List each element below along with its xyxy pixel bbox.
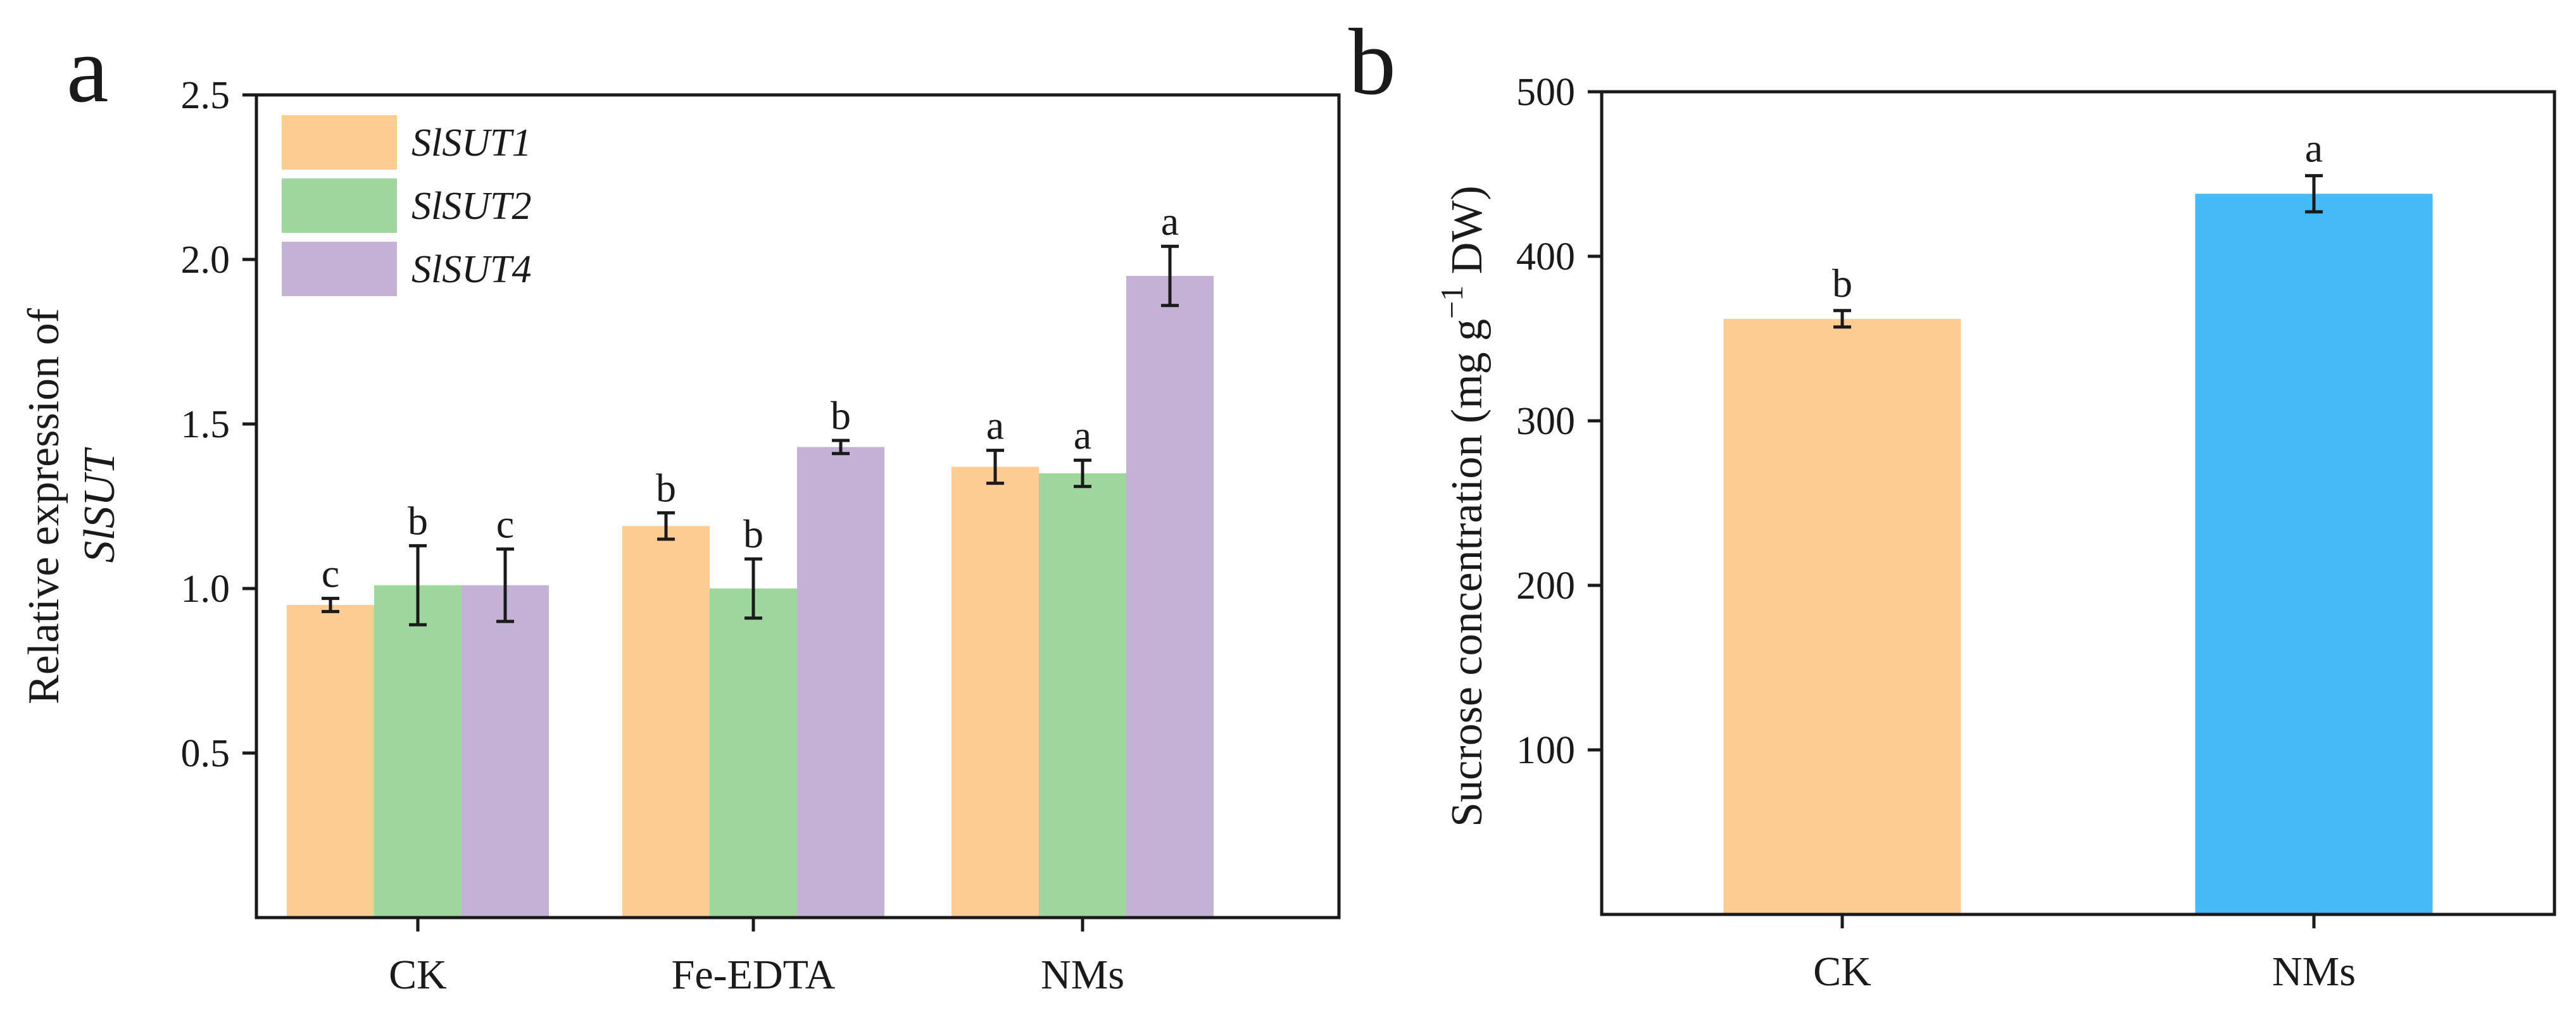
bar-a-nms-slsut1 <box>952 466 1039 918</box>
panel-letter-b: b <box>1348 9 1396 115</box>
bars-panel-a <box>287 276 1214 918</box>
y-tick-label-a-3: 2.0 <box>181 239 230 282</box>
y-axis-ticks-a: 0.5 1.0 1.5 2.0 2.5 <box>181 74 256 775</box>
y-axis-ticks-b: 100 200 300 400 500 <box>1516 71 1602 772</box>
x-tick-label-a-1: Fe-EDTA <box>672 952 836 998</box>
y-axis-label-a: Relative expression of SlSUT <box>20 308 124 704</box>
y-axis-label-a-line1: Relative expression of <box>20 308 68 704</box>
x-axis-ticks-b: CK NMs <box>1813 914 2356 995</box>
legend-swatch-slsut2 <box>282 178 397 233</box>
bar-a-fe-edta-slsut1 <box>622 526 710 918</box>
y-tick-label-b-1: 200 <box>1516 564 1575 608</box>
legend-swatch-slsut4 <box>282 242 397 296</box>
x-tick-label-a-0: CK <box>389 952 447 998</box>
bars-panel-b <box>1723 194 2433 915</box>
bar-a-ck-slsut1 <box>287 605 374 918</box>
plot-frame-b <box>1600 90 2556 916</box>
bar-a-fe-edta-slsut2 <box>710 589 797 918</box>
y-tick-label-b-2: 300 <box>1516 400 1575 443</box>
sig-letter-a-ck-slsut2: b <box>408 498 428 543</box>
plot-frame-a <box>254 93 1341 919</box>
bar-b-nms <box>2195 194 2433 915</box>
legend-swatch-slsut1 <box>282 115 397 170</box>
bar-a-ck-slsut2 <box>374 585 462 918</box>
legend-label-slsut4: SlSUT4 <box>412 248 531 291</box>
legend-label-slsut1: SlSUT1 <box>412 122 531 165</box>
y-axis-label-b-main: Sucrose concentration (mg g <box>1443 319 1492 827</box>
panel-letter-a: a <box>66 17 109 122</box>
y-tick-label-b-3: 400 <box>1516 235 1575 278</box>
sig-letter-b-nms: a <box>2305 126 2323 171</box>
y-axis-label-b: Sucrose concentration (mg g−1 DW) <box>1434 185 1492 826</box>
sig-letter-a-fe-edta-slsut4: b <box>831 393 851 438</box>
significance-letters-panel-a: c b c b b b a a a <box>322 199 1179 595</box>
significance-letters-panel-b: ba <box>1832 126 2323 306</box>
bar-a-fe-edta-slsut4 <box>797 447 884 918</box>
sig-letter-a-ck-slsut4: c <box>496 502 514 547</box>
y-tick-label-b-4: 500 <box>1516 71 1575 114</box>
bar-a-nms-slsut2 <box>1039 473 1126 918</box>
bar-b-ck <box>1723 318 1961 914</box>
legend-a: SlSUT1 SlSUT2 SlSUT4 <box>282 115 531 296</box>
sig-letter-a-fe-edta-slsut2: b <box>743 511 763 556</box>
x-axis-ticks-a: CK Fe-EDTA NMs <box>389 918 1124 998</box>
errorbars-panel-b <box>1833 174 2323 329</box>
x-tick-label-a-2: NMs <box>1041 952 1124 998</box>
sig-letter-a-nms-slsut4: a <box>1161 199 1179 244</box>
sig-letter-b-ck: b <box>1832 261 1852 306</box>
bar-a-ck-slsut4 <box>462 585 549 918</box>
x-tick-label-b-1: NMs <box>2272 949 2356 995</box>
legend-label-slsut2: SlSUT2 <box>412 185 531 228</box>
bar-a-nms-slsut4 <box>1126 276 1214 918</box>
y-tick-label-a-4: 2.5 <box>181 74 230 117</box>
y-tick-label-a-0: 0.5 <box>181 732 230 775</box>
y-tick-label-a-1: 1.0 <box>181 568 230 611</box>
errorbars-panel-a <box>322 244 1179 626</box>
chart-panel-a: a c b c b b b a a a 0.5 1.0 1.5 2.0 2.5 CK Fe-EDTA NMs… <box>20 17 1341 998</box>
y-tick-label-b-0: 100 <box>1516 729 1575 772</box>
y-axis-label-b-tail: DW) <box>1443 185 1492 285</box>
sig-letter-a-ck-slsut1: c <box>322 551 339 596</box>
y-tick-label-a-2: 1.5 <box>181 403 230 446</box>
y-axis-label-b-sup: −1 <box>1434 285 1469 319</box>
sig-letter-a-fe-edta-slsut1: b <box>656 465 676 510</box>
y-axis-label-a-line2: SlSUT <box>75 446 124 563</box>
sig-letter-a-nms-slsut1: a <box>986 403 1004 448</box>
sig-letter-a-nms-slsut2: a <box>1074 413 1091 458</box>
x-tick-label-b-0: CK <box>1813 949 1871 995</box>
